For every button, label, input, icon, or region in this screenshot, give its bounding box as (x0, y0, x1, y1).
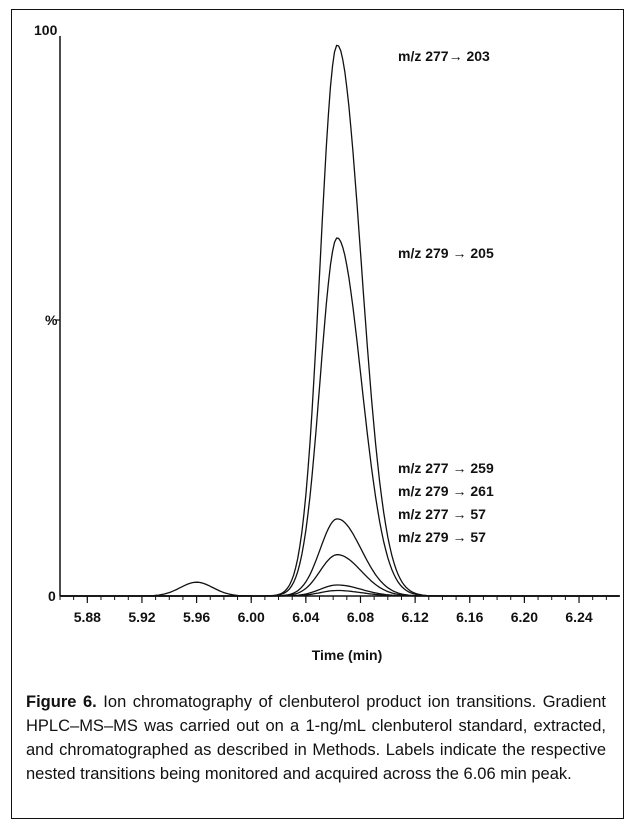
x-tick-label: 6.12 (401, 609, 428, 625)
y-tick-label-bottom: 0 (48, 588, 56, 604)
chromatogram-traces (60, 44, 620, 597)
trace-series-1 (60, 44, 620, 597)
series-label-4: m/z 279 → 261 (398, 483, 494, 499)
series-label-2: m/z 279 → 205 (398, 245, 494, 261)
x-tick-label: 6.20 (511, 609, 538, 625)
y-tick-label-top: 100 (34, 22, 58, 38)
trace-series-6 (60, 589, 620, 597)
x-tick-label: 5.92 (128, 609, 155, 625)
x-tick-label: 5.96 (183, 609, 210, 625)
caption-text: Ion chromatography of clenbuterol produc… (26, 693, 607, 783)
trace-series-2 (60, 237, 620, 597)
trace-series-4 (60, 554, 620, 597)
x-axis-title: Time (min) (312, 647, 383, 663)
x-tick-label: 6.16 (456, 609, 483, 625)
x-tick-label: 6.04 (292, 609, 319, 625)
figure-frame (11, 9, 624, 819)
x-tick-label: 5.88 (74, 609, 101, 625)
series-labels: m/z 277→ 203 m/z 279 → 205 m/z 277 → 259 m/… (398, 48, 494, 545)
figure-label: Figure 6. (26, 693, 97, 711)
figure-caption: Figure 6. Ion chromatography of clenbute… (26, 690, 606, 786)
series-label-3: m/z 277 → 259 (398, 460, 494, 476)
x-ticks: 5.88 5.92 5.96 6.00 6.04 6.08 6.12 6.16 6.20 6.24 (59, 596, 607, 625)
series-label-6: m/z 279 → 57 (398, 529, 486, 545)
x-tick-label: 6.08 (347, 609, 374, 625)
y-axis-title: % (45, 312, 58, 328)
x-tick-label: 6.00 (238, 609, 265, 625)
chromatogram-chart: 100 0 % Time (min) 5.88 5.92 5.96 6.00 6.04 6… (34, 22, 620, 663)
series-label-5: m/z 277 → 57 (398, 506, 486, 522)
series-label-1: m/z 277→ 203 (398, 48, 490, 64)
axes: 100 0 % Time (min) (34, 22, 620, 663)
x-tick-label: 6.24 (565, 609, 592, 625)
